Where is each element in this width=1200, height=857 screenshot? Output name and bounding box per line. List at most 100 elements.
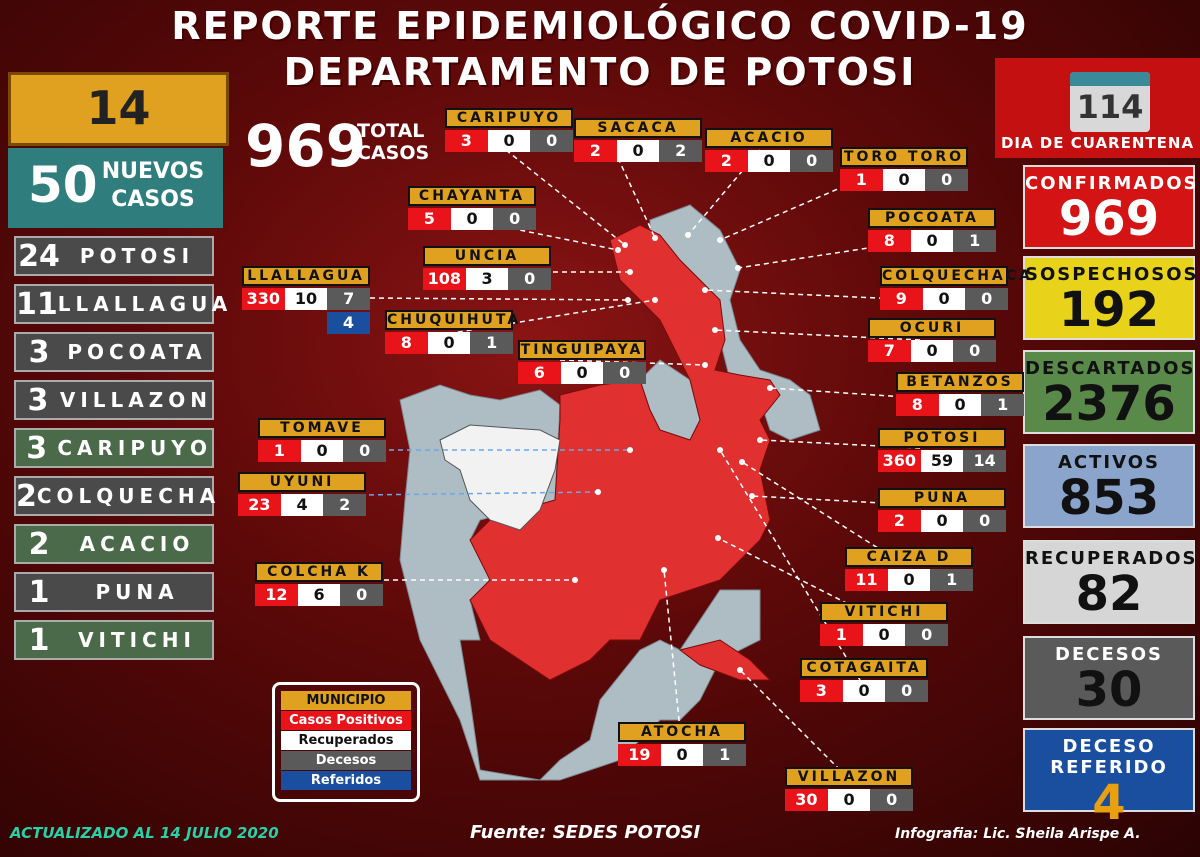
municipality-name: VILLAZON (785, 767, 913, 787)
footer-source: Fuente: SEDES POTOSI (470, 822, 701, 843)
municipality-decesos: 1 (930, 569, 974, 591)
legend-decesos: Decesos (281, 751, 411, 770)
new-cases-row: 2 COLQUECHA (14, 476, 215, 516)
municipality-positivos: 2 (878, 510, 921, 532)
municipality-decesos: 0 (963, 510, 1007, 532)
municipality-positivos: 1 (258, 440, 301, 462)
municipality-positivos: 6 (518, 362, 561, 384)
municipality-recuperados: 59 (920, 450, 964, 472)
new-cases-box: 50 NUEVOS CASOS (8, 148, 223, 228)
stat-box: RECUPERADOS 82 (1023, 540, 1195, 624)
stat-label: SOSPECHOSOS (1025, 264, 1199, 285)
stat-box: SOSPECHOSOS 192 (1023, 256, 1199, 340)
municipality-positivos: 2 (705, 150, 748, 172)
stat-box: ACTIVOS 853 (1023, 444, 1195, 528)
municipality-recuperados: 0 (827, 789, 871, 811)
new-cases-row-municipio: ACACIO (79, 532, 195, 556)
footer-updated: ACTUALIZADO AL 14 JULIO 2020 (10, 824, 279, 842)
new-cases-row-municipio: CARIPUYO (57, 436, 212, 460)
municipality-recuperados: 0 (842, 680, 886, 702)
new-cases-row-count: 24 (18, 238, 60, 274)
new-cases-label: NUEVOS CASOS (98, 158, 208, 214)
stat-label: RECUPERADOS (1025, 548, 1198, 569)
map-affected-area (469, 224, 781, 681)
municipality-card: POCOATA 8 0 1 (868, 208, 997, 252)
map-tomave-uyuni-area (439, 424, 561, 531)
municipality-name: COTAGAITA (800, 658, 928, 678)
municipality-decesos: 0 (905, 624, 949, 646)
map-points (572, 232, 773, 673)
municipality-recuperados: 0 (616, 140, 660, 162)
stat-box: DESCARTADOS 2376 (1023, 350, 1195, 434)
stat-value: 969 (1058, 191, 1160, 247)
stat-value: 192 (1058, 282, 1160, 338)
municipality-name: UNCIA (423, 246, 551, 266)
stat-label: DESCARTADOS (1025, 358, 1196, 379)
municipality-positivos: 11 (845, 569, 888, 591)
municipality-recuperados: 0 (920, 510, 964, 532)
municipality-recuperados: 0 (487, 130, 531, 152)
total-cases-label: TOTAL CASOS (357, 120, 429, 164)
municipality-decesos: 14 (963, 450, 1007, 472)
municipality-card: VILLAZON 30 0 0 (785, 767, 914, 811)
municipality-positivos: 9 (880, 288, 923, 310)
municipality-card: PUNA 2 0 0 (878, 488, 1007, 532)
legend: MUNICIPIO Casos Positivos Recuperados De… (272, 682, 420, 802)
municipality-recuperados: 0 (862, 624, 906, 646)
municipality-name: ACACIO (705, 128, 833, 148)
municipality-recuperados: 3 (465, 268, 509, 290)
municipality-card: ATOCHA 19 0 1 (618, 722, 747, 766)
municipality-positivos: 1 (820, 624, 863, 646)
stat-value: 30 (1075, 662, 1143, 718)
municipality-name: OCURI (868, 318, 996, 338)
municipality-recuperados: 10 (284, 288, 328, 310)
municipality-card: UNCIA 108 3 0 (423, 246, 552, 290)
municipality-card: CARIPUYO 3 0 0 (445, 108, 574, 152)
municipality-card: VITICHI 1 0 0 (820, 602, 949, 646)
municipality-recuperados: 0 (938, 394, 982, 416)
stat-box: DECESOS 30 (1023, 636, 1195, 720)
stat-value: 853 (1058, 470, 1160, 526)
stat-value: 4 (1092, 775, 1126, 831)
municipality-name: TOMAVE (258, 418, 386, 438)
new-cases-row-municipio: VILLAZON (59, 388, 212, 412)
municipality-recuperados: 4 (280, 494, 324, 516)
municipality-decesos: 0 (790, 150, 834, 172)
municipality-referidos: 4 (327, 312, 370, 334)
new-cases-row-municipio: PUNA (95, 580, 179, 604)
municipality-card: TORO TORO 1 0 0 (840, 147, 969, 191)
municipality-recuperados: 0 (300, 440, 344, 462)
municipality-decesos: 7 (327, 288, 371, 310)
municipality-decesos: 0 (530, 130, 574, 152)
stat-label: ACTIVOS (1058, 452, 1160, 473)
new-cases-row: 3 VILLAZON (14, 380, 214, 420)
municipality-card: COTAGAITA 3 0 0 (800, 658, 929, 702)
new-cases-row-count: 11 (16, 286, 58, 322)
municipality-recuperados: 0 (427, 332, 471, 354)
report-title-line2: DEPARTAMENTO DE POTOSI (283, 50, 917, 94)
municipality-card: CHAYANTA 5 0 0 (408, 186, 537, 230)
municipality-card: UYUNI 23 4 2 (238, 472, 367, 516)
report-title-line1: REPORTE EPIDEMIOLÓGICO COVID-19 (171, 4, 1029, 48)
municipality-card: TOMAVE 1 0 0 (258, 418, 387, 462)
legend-municipio: MUNICIPIO (281, 691, 411, 710)
quarantine-day: 114 (1076, 88, 1144, 126)
new-cases-row-count: 2 (28, 526, 50, 562)
quarantine-label: DIA DE CUARENTENA (1000, 134, 1195, 152)
municipality-name: VITICHI (820, 602, 948, 622)
municipality-decesos: 0 (965, 288, 1009, 310)
municipality-name: COLCHA K (255, 562, 383, 582)
stat-value: 2376 (1042, 376, 1176, 432)
municipality-positivos: 330 (242, 288, 285, 310)
municipality-positivos: 30 (785, 789, 828, 811)
new-cases-row: 3 CARIPUYO (14, 428, 214, 468)
municipality-positivos: 7 (868, 340, 911, 362)
new-cases-row: 3 POCOATA (14, 332, 214, 372)
municipality-positivos: 8 (385, 332, 428, 354)
municipality-recuperados: 0 (660, 744, 704, 766)
new-cases-row-municipio: VITICHI (78, 628, 196, 652)
municipality-card: TINGUIPAYA 6 0 0 (518, 340, 647, 384)
municipality-positivos: 12 (255, 584, 298, 606)
new-cases-row-count: 1 (28, 622, 50, 658)
